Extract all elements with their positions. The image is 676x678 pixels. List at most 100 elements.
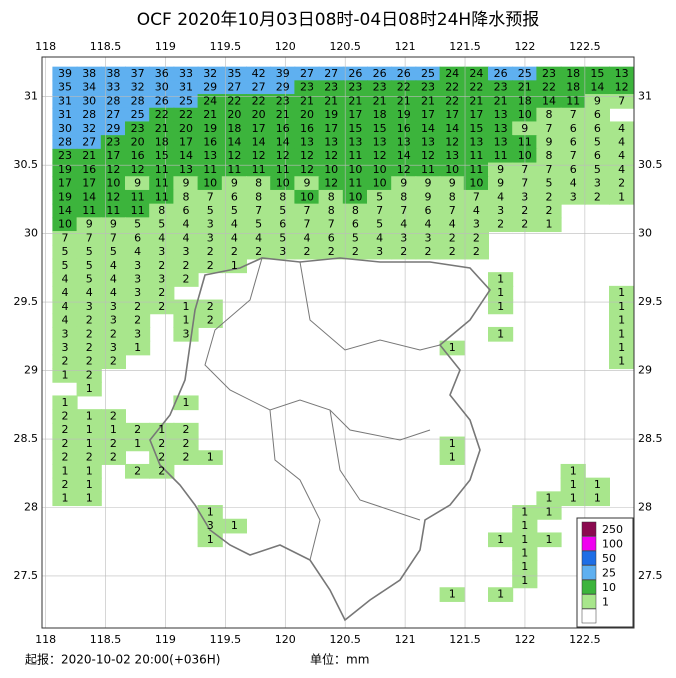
legend-label: 10 xyxy=(602,581,616,594)
precip-cell xyxy=(536,66,562,82)
precip-cell xyxy=(173,203,199,219)
precip-cell xyxy=(367,80,393,96)
precip-value: 17 xyxy=(445,108,459,121)
precip-value: 10 xyxy=(324,163,338,176)
precip-value: 6 xyxy=(279,218,286,231)
precip-value: 4 xyxy=(183,218,190,231)
precip-cell xyxy=(221,66,247,82)
precip-value: 8 xyxy=(400,190,407,203)
precip-cell xyxy=(197,313,223,328)
precip-value: 1 xyxy=(497,533,504,546)
precip-cell xyxy=(76,121,102,137)
precip-cell xyxy=(100,258,126,274)
precip-value: 3 xyxy=(279,245,286,258)
precip-value: 1 xyxy=(570,478,577,491)
precip-value: 5 xyxy=(546,177,553,190)
precip-value: 31 xyxy=(58,108,72,121)
precip-value: 4 xyxy=(618,136,625,149)
precip-cell xyxy=(52,340,78,356)
precip-cell xyxy=(463,203,489,219)
precip-cell xyxy=(173,94,199,109)
precip-cell xyxy=(609,80,635,96)
province-outline xyxy=(149,257,492,622)
precip-cell xyxy=(560,477,586,493)
precip-cell xyxy=(318,94,344,109)
precip-cell xyxy=(76,491,102,507)
precip-value: 1 xyxy=(521,519,528,532)
precip-value: 6 xyxy=(570,136,577,149)
precip-cell xyxy=(100,135,126,150)
precip-value: 14 xyxy=(542,94,556,107)
precip-cell xyxy=(221,217,247,233)
precip-cell xyxy=(197,217,223,233)
precip-cell xyxy=(536,203,562,219)
precip-cell xyxy=(488,148,514,164)
precip-cell xyxy=(536,121,562,137)
precip-value: 23 xyxy=(276,94,290,107)
precip-cell xyxy=(125,94,151,109)
precip-cell xyxy=(536,107,562,123)
precip-value: 1 xyxy=(158,423,165,436)
precip-cell xyxy=(173,217,199,233)
precip-value: 37 xyxy=(131,67,145,80)
precip-value: 11 xyxy=(227,163,241,176)
precip-cell xyxy=(463,217,489,233)
precip-value: 16 xyxy=(203,136,217,149)
precip-cell xyxy=(488,66,514,82)
precip-value: 13 xyxy=(421,136,435,149)
precip-cell xyxy=(173,176,199,191)
precip-value: 21 xyxy=(82,149,96,162)
precip-value: 1 xyxy=(449,588,456,601)
precip-cell xyxy=(439,217,465,233)
precip-cell xyxy=(488,587,514,602)
precip-value: 9 xyxy=(521,122,528,135)
precip-cell xyxy=(584,94,610,109)
precip-value: 18 xyxy=(518,94,532,107)
precip-cell xyxy=(609,313,635,328)
legend-label: 50 xyxy=(602,552,616,565)
precip-value: 13 xyxy=(494,108,508,121)
precip-value: 20 xyxy=(300,108,314,121)
lon-label-top: 122 xyxy=(514,40,535,53)
unit-label: 单位：mm xyxy=(310,652,369,667)
precip-cell xyxy=(560,66,586,82)
precip-cell xyxy=(342,176,368,191)
precip-value: 1 xyxy=(570,492,577,505)
precip-value: 3 xyxy=(134,259,141,272)
precip-value: 14 xyxy=(590,81,604,94)
precip-value: 13 xyxy=(203,149,217,162)
precip-value: 12 xyxy=(300,149,314,162)
precip-value: 2 xyxy=(110,327,117,340)
legend-label: 25 xyxy=(602,567,616,580)
precip-value: 7 xyxy=(449,204,456,217)
precip-cell xyxy=(439,189,465,205)
precip-cell xyxy=(488,203,514,219)
precip-cell xyxy=(149,135,175,150)
precip-value: 1 xyxy=(449,437,456,450)
precip-cell xyxy=(294,244,320,260)
precip-value: 2 xyxy=(134,314,141,327)
precip-cell xyxy=(342,135,368,150)
precip-cell xyxy=(584,121,610,137)
precip-cell xyxy=(439,80,465,96)
precip-value: 13 xyxy=(445,149,459,162)
precip-cell xyxy=(391,66,417,82)
precip-value: 9 xyxy=(497,163,504,176)
precip-value: 7 xyxy=(546,122,553,135)
precip-value: 1 xyxy=(618,355,625,368)
precip-value: 5 xyxy=(207,204,214,217)
precip-cell xyxy=(318,148,344,164)
precip-cell xyxy=(609,66,635,82)
precip-cell xyxy=(52,299,78,315)
precip-cell xyxy=(173,299,199,315)
precip-cell xyxy=(463,135,489,150)
precip-cell xyxy=(488,162,514,178)
precip-cell xyxy=(439,244,465,260)
precip-cell xyxy=(270,217,296,233)
precip-cell xyxy=(100,189,126,205)
precip-value: 12 xyxy=(276,149,290,162)
precip-value: 12 xyxy=(252,149,266,162)
precip-cell xyxy=(100,176,126,191)
precip-value: 23 xyxy=(494,81,508,94)
precip-cell xyxy=(100,203,126,219)
